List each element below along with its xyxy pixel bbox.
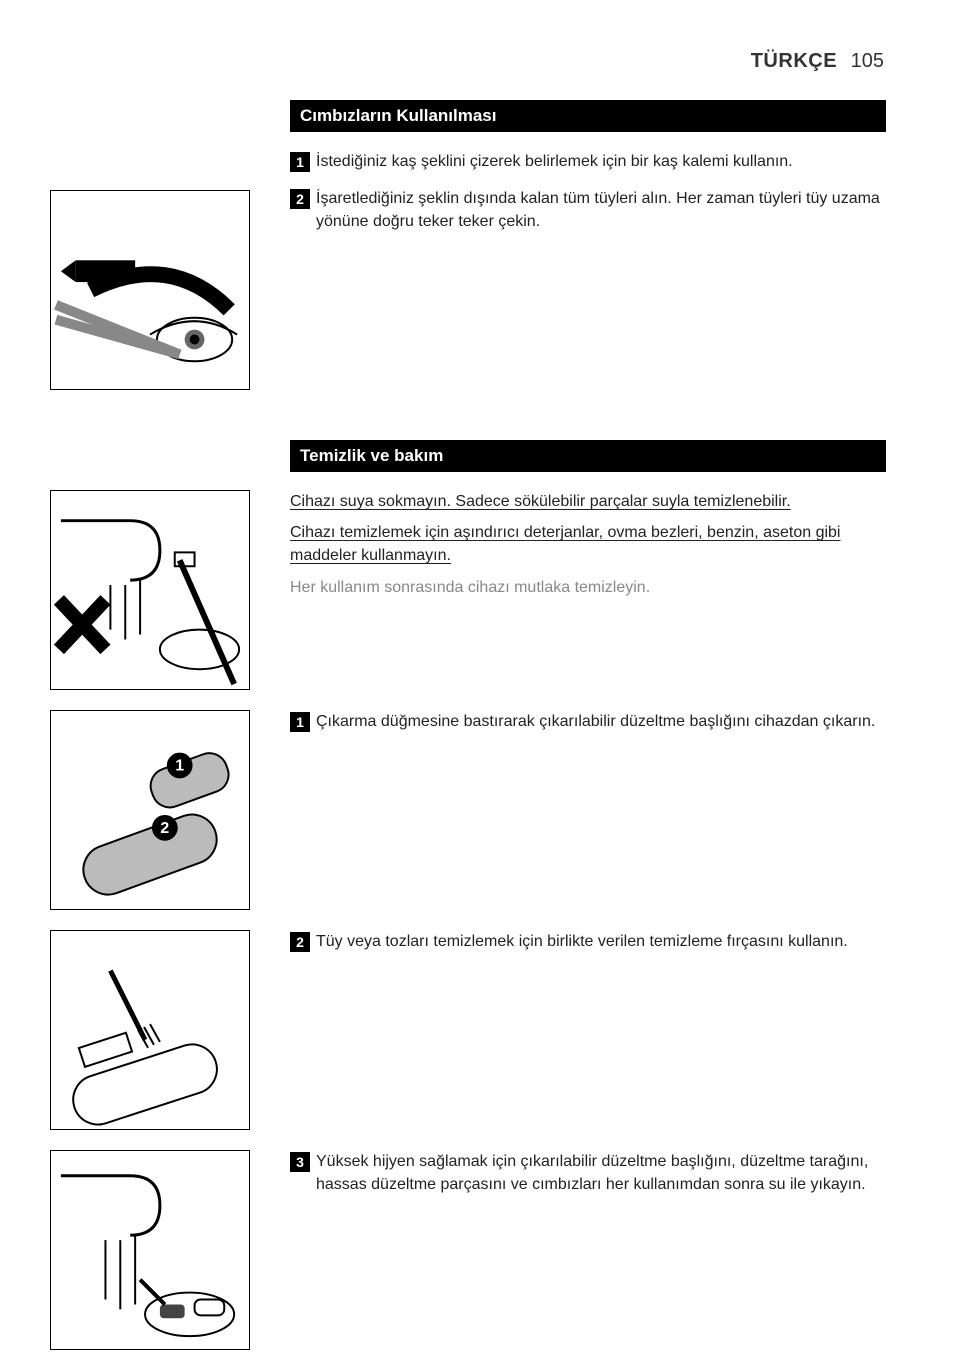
step-item: 2 Tüy veya tozları temizlemek için birli…: [290, 930, 886, 953]
step-number: 2: [290, 189, 310, 209]
illustration-column: 1 2: [50, 710, 290, 910]
illustration-tweezers-eyebrow: [50, 190, 250, 390]
page-number: 105: [851, 50, 884, 72]
cleaning-step-row: 3 Yüksek hijyen sağlamak için çıkarılabi…: [50, 1150, 886, 1350]
step-item: 3 Yüksek hijyen sağlamak için çıkarılabi…: [290, 1150, 886, 1196]
illustration-column: [50, 150, 290, 390]
svg-text:2: 2: [160, 820, 169, 837]
step-number: 1: [290, 152, 310, 172]
illustration-column: [50, 490, 290, 690]
language-label: TÜRKÇE: [751, 50, 837, 72]
tweezers-row: 1 İstediğiniz kaş şeklini çizerek belirl…: [50, 150, 886, 390]
illustration-rinse-water: [50, 1150, 250, 1350]
step-text: Yüksek hijyen sağlamak için çıkarılabili…: [316, 1150, 886, 1196]
step-item: 1 Çıkarma düğmesine bastırarak çıkarılab…: [290, 710, 886, 733]
page-header: TÜRKÇE 105: [751, 50, 884, 73]
step-item: 1 İstediğiniz kaş şeklini çizerek belirl…: [290, 150, 886, 173]
illustration-column: [50, 930, 290, 1130]
illustration-remove-head: 1 2: [50, 710, 250, 910]
page-content: Cımbızların Kullanılması: [50, 100, 886, 1370]
step-item: 2 İşaretlediğiniz şeklin dışında kalan t…: [290, 187, 886, 233]
step-text: İşaretlediğiniz şeklin dışında kalan tüm…: [316, 187, 886, 233]
cleaning-step-row: 2 Tüy veya tozları temizlemek için birli…: [50, 930, 886, 1130]
step-number: 3: [290, 1152, 310, 1172]
svg-text:1: 1: [175, 757, 184, 774]
step-text: Çıkarma düğmesine bastırarak çıkarılabil…: [316, 710, 886, 733]
warning-text: Cihazı suya sokmayın. Sadece sökülebilir…: [290, 490, 886, 513]
step-text-col: 1 Çıkarma düğmesine bastırarak çıkarılab…: [290, 710, 886, 910]
step-text: Tüy veya tozları temizlemek için birlikt…: [316, 930, 886, 953]
tweezers-text: 1 İstediğiniz kaş şeklini çizerek belirl…: [290, 150, 886, 390]
illustration-column: [50, 1150, 290, 1350]
illustration-brush-clean: [50, 930, 250, 1130]
step-text: İstediğiniz kaş şeklini çizerek belirlem…: [316, 150, 886, 173]
section-title-tweezers: Cımbızların Kullanılması: [290, 100, 886, 132]
warning-text: Cihazı temizlemek için aşındırıcı deterj…: [290, 521, 886, 567]
section-title-cleaning: Temizlik ve bakım: [290, 440, 886, 472]
cleaning-step-row: 1 2 1 Çıkarma düğmesine bastırarak çıkar…: [50, 710, 886, 910]
step-number: 2: [290, 932, 310, 952]
note-text: Her kullanım sonrasında cihazı mutlaka t…: [290, 576, 886, 599]
illustration-no-water: [50, 490, 250, 690]
step-text-col: 2 Tüy veya tozları temizlemek için birli…: [290, 930, 886, 1130]
cleaning-intro-row: Cihazı suya sokmayın. Sadece sökülebilir…: [50, 490, 886, 690]
step-number: 1: [290, 712, 310, 732]
cleaning-intro-text: Cihazı suya sokmayın. Sadece sökülebilir…: [290, 490, 886, 690]
step-text-col: 3 Yüksek hijyen sağlamak için çıkarılabi…: [290, 1150, 886, 1350]
